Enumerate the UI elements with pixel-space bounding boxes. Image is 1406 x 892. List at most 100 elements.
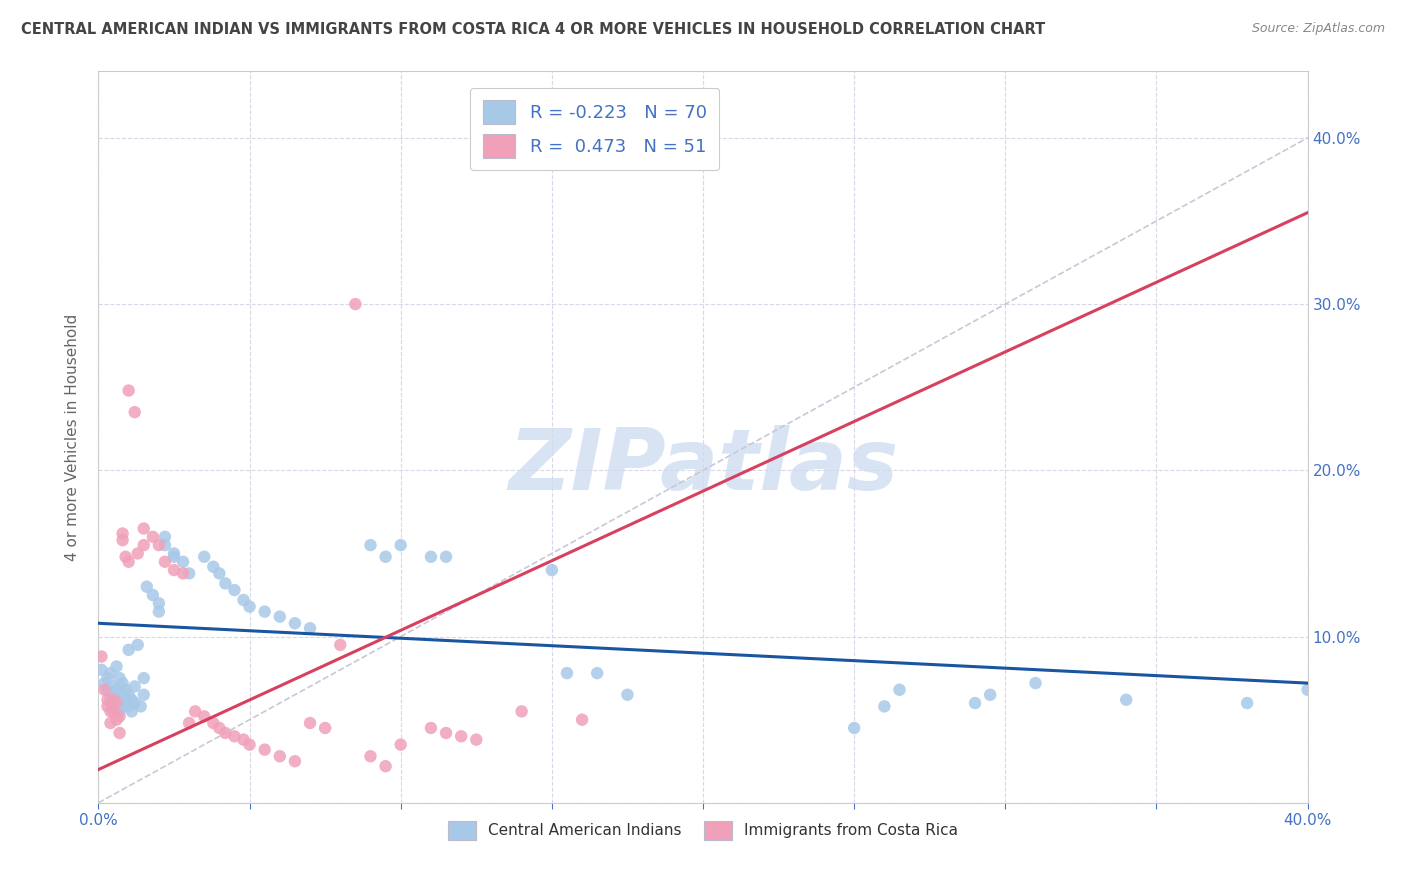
Point xyxy=(111,533,134,548)
Point xyxy=(148,605,170,619)
Point xyxy=(163,563,186,577)
Point xyxy=(360,749,382,764)
Point xyxy=(965,696,987,710)
Point xyxy=(844,721,866,735)
Point xyxy=(142,588,165,602)
Point xyxy=(100,666,122,681)
Point xyxy=(179,716,201,731)
Point xyxy=(105,659,128,673)
Point xyxy=(184,705,207,719)
Point xyxy=(132,688,155,702)
Point xyxy=(239,599,262,614)
Point xyxy=(111,676,134,690)
Point xyxy=(239,738,262,752)
Point xyxy=(121,692,143,706)
Point xyxy=(114,682,136,697)
Point xyxy=(284,754,307,768)
Point xyxy=(100,692,122,706)
Point xyxy=(202,716,225,731)
Point xyxy=(100,716,122,731)
Point xyxy=(193,549,215,564)
Point xyxy=(108,671,131,685)
Point xyxy=(202,559,225,574)
Point xyxy=(389,738,412,752)
Point xyxy=(103,688,125,702)
Point xyxy=(108,709,131,723)
Point xyxy=(420,721,443,735)
Point xyxy=(135,580,157,594)
Point xyxy=(153,530,176,544)
Point xyxy=(103,680,125,694)
Point xyxy=(124,405,146,419)
Point xyxy=(153,555,176,569)
Point xyxy=(118,643,141,657)
Point xyxy=(108,726,131,740)
Point xyxy=(124,680,146,694)
Point xyxy=(100,705,122,719)
Point xyxy=(148,596,170,610)
Point xyxy=(96,699,118,714)
Point xyxy=(269,749,291,764)
Point xyxy=(540,563,562,577)
Point xyxy=(1024,676,1046,690)
Point xyxy=(90,663,112,677)
Point xyxy=(108,705,131,719)
Point xyxy=(889,682,911,697)
Point xyxy=(90,649,112,664)
Point xyxy=(93,676,115,690)
Point xyxy=(586,666,609,681)
Point xyxy=(132,671,155,685)
Point xyxy=(142,530,165,544)
Point xyxy=(118,688,141,702)
Point xyxy=(193,709,215,723)
Point xyxy=(299,716,322,731)
Point xyxy=(108,692,131,706)
Point xyxy=(114,549,136,564)
Point xyxy=(129,699,152,714)
Point xyxy=(118,384,141,398)
Point xyxy=(224,582,246,597)
Point xyxy=(214,726,236,740)
Point xyxy=(172,555,194,569)
Point xyxy=(465,732,488,747)
Point xyxy=(127,546,149,560)
Point xyxy=(208,566,231,581)
Point xyxy=(214,576,236,591)
Point xyxy=(979,688,1001,702)
Point xyxy=(269,609,291,624)
Point xyxy=(360,538,382,552)
Point xyxy=(96,692,118,706)
Point xyxy=(105,696,128,710)
Point xyxy=(105,713,128,727)
Point xyxy=(1115,692,1137,706)
Point xyxy=(124,696,146,710)
Point xyxy=(232,732,254,747)
Point xyxy=(344,297,367,311)
Point xyxy=(299,621,322,635)
Point xyxy=(153,538,176,552)
Text: CENTRAL AMERICAN INDIAN VS IMMIGRANTS FROM COSTA RICA 4 OR MORE VEHICLES IN HOUS: CENTRAL AMERICAN INDIAN VS IMMIGRANTS FR… xyxy=(21,22,1045,37)
Point xyxy=(253,605,276,619)
Point xyxy=(172,566,194,581)
Point xyxy=(420,549,443,564)
Point xyxy=(873,699,896,714)
Point xyxy=(96,671,118,685)
Point xyxy=(571,713,593,727)
Point xyxy=(103,705,125,719)
Point xyxy=(93,682,115,697)
Point xyxy=(163,546,186,560)
Point xyxy=(114,696,136,710)
Point xyxy=(224,729,246,743)
Point xyxy=(232,593,254,607)
Legend: Central American Indians, Immigrants from Costa Rica: Central American Indians, Immigrants fro… xyxy=(441,814,965,847)
Point xyxy=(510,705,533,719)
Point xyxy=(208,721,231,735)
Point xyxy=(374,549,396,564)
Point xyxy=(555,666,578,681)
Point xyxy=(121,705,143,719)
Point xyxy=(434,726,457,740)
Point xyxy=(389,538,412,552)
Point xyxy=(96,682,118,697)
Point xyxy=(105,682,128,697)
Point xyxy=(103,699,125,714)
